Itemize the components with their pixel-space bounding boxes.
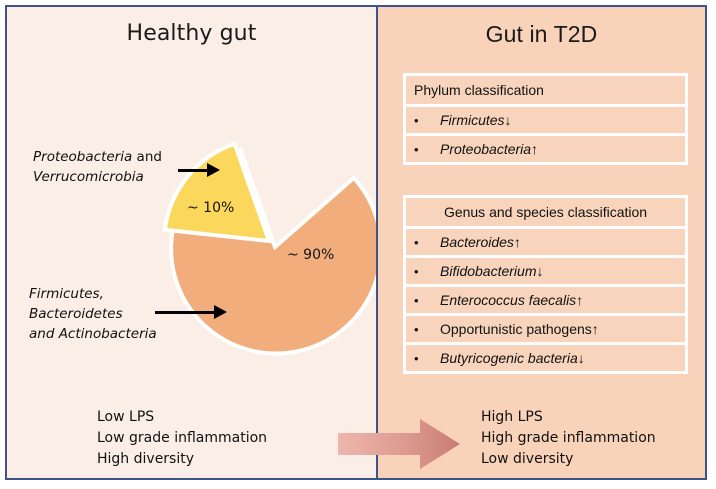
bullet-icon: •	[414, 264, 419, 279]
bullet-icon: •	[414, 293, 419, 308]
callout-arrow-minor-head	[207, 163, 220, 177]
healthy-summary-diversity: High diversity	[97, 451, 195, 467]
callout-taxon-verrucomicrobia: Verrucomicrobia	[33, 169, 144, 185]
callout-arrow-major-head	[214, 305, 227, 319]
callout-proteobacteria-verrucomicrobia: Proteobacteria and Verrucomicrobia	[33, 147, 162, 187]
table-genus-species-classification: Genus and species classification • Bacte…	[403, 195, 688, 374]
callout-conjunction: and	[132, 149, 162, 165]
bullet-icon: •	[414, 351, 419, 366]
table-row: • Proteobacteria↑	[406, 136, 685, 162]
callout-arrow-major-line	[155, 311, 217, 314]
bullet-icon: •	[414, 322, 419, 337]
panel-title-healthy-gut: Healthy gut	[126, 21, 257, 46]
phylum-item-firmicutes: Firmicutes↓	[440, 112, 512, 128]
table-row: • Firmicutes↓	[406, 107, 685, 133]
pie-label-major: ~ 90%	[287, 247, 335, 263]
bullet-icon: •	[414, 113, 419, 128]
callout-taxon-proteobacteria: Proteobacteria	[33, 149, 133, 165]
genus-item-bifidobacterium: Bifidobacterium↓	[440, 263, 544, 279]
callout-taxon-bacteroidetes: Bacteroidetes	[29, 306, 123, 322]
table-row: • Bacteroides↑	[406, 229, 685, 255]
pie-slice-minor	[162, 141, 272, 244]
genus-item-bacteroides: Bacteroides↑	[440, 234, 521, 250]
genus-item-butyricogenic-bacteria: Butyricogenic bacteria↓	[440, 350, 585, 366]
bullet-icon: •	[414, 235, 419, 250]
table-header-phylum: Phylum classification	[406, 76, 685, 104]
callout-taxon-actinobacteria: and Actinobacteria	[29, 326, 157, 342]
phylum-item-proteobacteria: Proteobacteria↑	[440, 141, 539, 157]
callout-taxon-firmicutes: Firmicutes,	[29, 286, 104, 302]
genus-item-enterococcus-faecalis: Enterococcus faecalis↑	[440, 292, 584, 308]
genus-item-opportunistic-pathogens: Opportunistic pathogens↑	[440, 321, 599, 337]
bullet-icon: •	[414, 142, 419, 157]
pie-chart-svg	[162, 141, 384, 356]
panel-healthy-gut: Healthy gut ~ 90% ~ 10% Proteobacteria a…	[7, 7, 384, 478]
t2d-summary: High LPS High grade inflammation Low div…	[481, 407, 656, 470]
table-row: • Opportunistic pathogens↑	[406, 316, 685, 342]
figure-container: Healthy gut ~ 90% ~ 10% Proteobacteria a…	[5, 5, 707, 480]
pie-chart-healthy-gut	[157, 127, 397, 372]
pie-label-minor: ~ 10%	[187, 200, 235, 216]
table-phylum-classification: Phylum classification • Firmicutes↓ • Pr…	[403, 73, 688, 165]
healthy-summary-lps: Low LPS	[97, 409, 155, 425]
healthy-gut-summary: Low LPS Low grade inflammation High dive…	[97, 407, 267, 470]
callout-arrow-minor-line	[178, 169, 209, 172]
table-row: • Butyricogenic bacteria↓	[406, 345, 685, 371]
t2d-summary-lps: High LPS	[481, 409, 543, 425]
panel-title-gut-in-t2d: Gut in T2D	[485, 21, 598, 47]
table-row: • Bifidobacterium↓	[406, 258, 685, 284]
table-header-genus: Genus and species classification	[406, 198, 685, 226]
panel-gut-in-t2d: Gut in T2D Phylum classification • Firmi…	[376, 7, 705, 478]
callout-firmicutes-bacteroidetes-actinobacteria: Firmicutes, Bacteroidetes and Actinobact…	[29, 284, 157, 344]
table-row: • Enterococcus faecalis↑	[406, 287, 685, 313]
t2d-summary-inflammation: High grade inflammation	[481, 430, 656, 446]
healthy-summary-inflammation: Low grade inflammation	[97, 430, 268, 446]
t2d-summary-diversity: Low diversity	[481, 451, 574, 467]
